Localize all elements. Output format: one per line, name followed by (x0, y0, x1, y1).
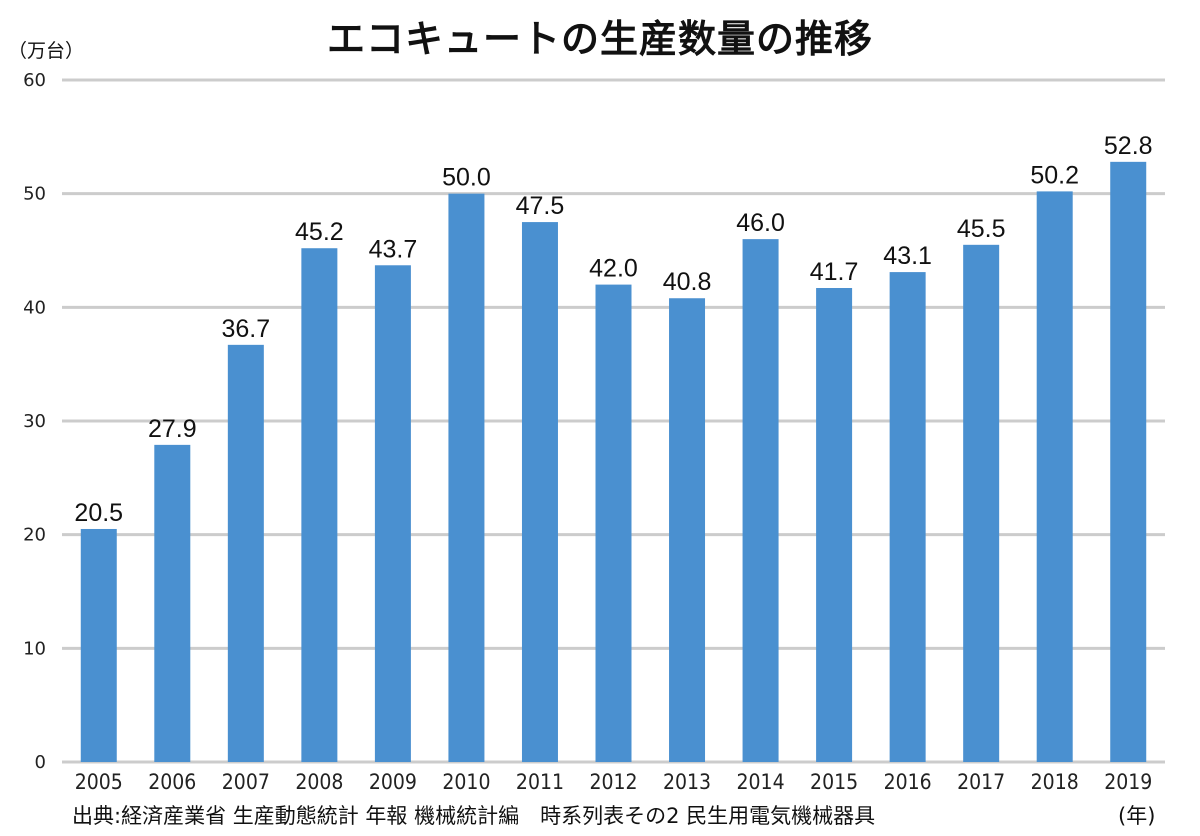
x-tick-label: 2011 (516, 770, 564, 794)
y-tick-label: 0 (35, 752, 46, 773)
bar (816, 288, 853, 762)
x-tick-label: 2016 (884, 770, 932, 794)
x-tick-label: 2009 (369, 770, 417, 794)
bar (448, 193, 485, 762)
x-tick-label: 2008 (295, 770, 343, 794)
data-labels: 20.5 27.9 36.7 45.2 43.7 50.0 47.5 42.0 40.8 46.0… (74, 132, 1152, 527)
x-tick-label: 2019 (1104, 770, 1152, 794)
data-label: 36.7 (221, 315, 270, 343)
x-axis-ticks: 2005 2006 2007 2008 2009 2010 2011 2012 2013 2014… (75, 770, 1153, 794)
bar (1110, 161, 1147, 763)
bar (80, 528, 117, 762)
bar (889, 272, 926, 762)
data-label: 40.8 (663, 268, 712, 296)
chart-title: エコキュートの生産数量の推移 (326, 17, 873, 61)
bar (154, 444, 191, 762)
data-label: 41.7 (810, 258, 859, 286)
data-label: 45.5 (957, 215, 1006, 243)
bar (742, 239, 779, 763)
x-tick-label: 2018 (1031, 770, 1079, 794)
x-tick-label: 2005 (75, 770, 123, 794)
y-tick-label: 30 (23, 411, 46, 432)
x-tick-label: 2007 (222, 770, 270, 794)
bar (963, 244, 1000, 763)
y-tick-label: 50 (23, 184, 46, 205)
data-label: 43.1 (883, 242, 932, 270)
data-label: 42.0 (589, 255, 638, 283)
data-label: 46.0 (736, 209, 785, 237)
data-label: 47.5 (516, 192, 565, 220)
x-axis-unit-label: (年) (1118, 804, 1156, 828)
bar (595, 284, 632, 762)
bar (227, 344, 264, 762)
data-label: 52.8 (1104, 132, 1153, 160)
y-tick-label: 40 (23, 297, 46, 318)
x-tick-label: 2006 (148, 770, 196, 794)
bar (669, 298, 706, 762)
data-label: 50.0 (442, 164, 491, 192)
x-tick-label: 2015 (810, 770, 858, 794)
y-tick-label: 60 (23, 70, 46, 91)
y-tick-label: 20 (23, 525, 46, 546)
data-label: 20.5 (74, 499, 123, 527)
data-label: 45.2 (295, 218, 344, 246)
bar (1036, 191, 1073, 763)
y-tick-label: 10 (23, 638, 46, 659)
source-note: 出典:経済産業省 生産動態統計 年報 機械統計編 時系列表その2 民生用電気機械… (72, 804, 876, 828)
data-label: 50.2 (1030, 161, 1079, 189)
x-tick-label: 2013 (663, 770, 711, 794)
y-axis-unit-label: （万台） (8, 40, 85, 62)
x-tick-label: 2014 (737, 770, 785, 794)
x-tick-label: 2012 (589, 770, 637, 794)
y-axis-ticks: 0 10 20 30 40 50 60 (23, 70, 46, 773)
x-tick-label: 2017 (957, 770, 1005, 794)
bars (80, 161, 1147, 763)
data-label: 43.7 (369, 235, 418, 263)
bar (374, 265, 411, 762)
x-tick-label: 2010 (442, 770, 490, 794)
bar (301, 248, 338, 762)
data-label: 27.9 (148, 415, 197, 443)
bar (521, 222, 558, 763)
